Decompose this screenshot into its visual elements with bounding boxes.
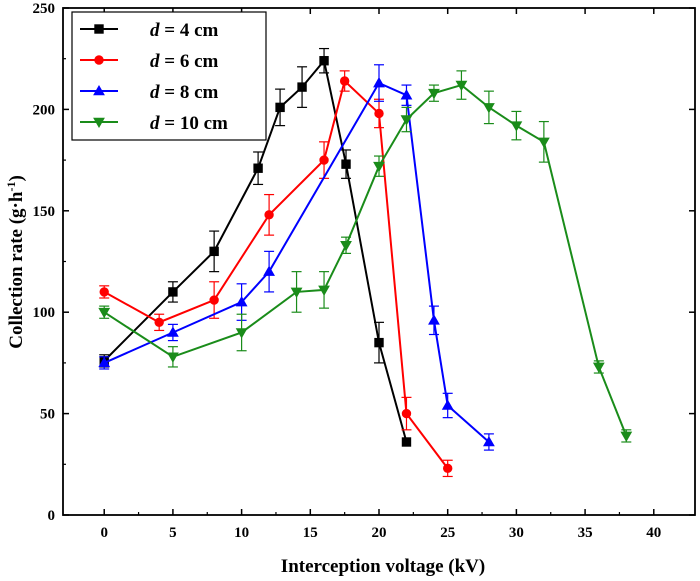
data-point	[537, 137, 550, 148]
data-point	[620, 431, 633, 442]
x-axis-title: Interception voltage (kV)	[281, 556, 485, 577]
data-point	[99, 287, 109, 297]
legend-label: d = 8 cm	[150, 82, 219, 103]
legend-item: d = 6 cm	[80, 51, 219, 72]
x-tick-label: 30	[509, 525, 524, 541]
data-point	[209, 246, 219, 257]
legend-label-value: = 6 cm	[160, 51, 219, 72]
data-point	[235, 328, 248, 339]
x-tick-label: 35	[578, 525, 593, 541]
series-layer	[98, 47, 633, 478]
y-axis-title-main: Collection rate (g·h	[6, 191, 27, 349]
series-2	[99, 70, 453, 478]
x-tick-label: 10	[234, 525, 249, 541]
data-point	[441, 399, 454, 410]
data-point	[319, 56, 329, 66]
data-point	[341, 159, 351, 169]
data-point	[339, 76, 350, 86]
legend-label-variable: d	[150, 20, 160, 41]
data-point	[98, 307, 111, 319]
data-point	[290, 287, 303, 298]
series-3	[98, 64, 495, 451]
data-point	[154, 317, 164, 328]
legend-label: d = 10 cm	[150, 113, 228, 134]
data-point	[400, 115, 413, 126]
legend-item: d = 10 cm	[80, 113, 228, 134]
legend-items: d = 4 cmd = 6 cmd = 8 cmd = 10 cm	[80, 20, 228, 134]
data-point	[318, 285, 330, 296]
data-point	[264, 210, 274, 220]
legend-label: d = 4 cm	[150, 20, 219, 41]
data-point	[374, 108, 384, 119]
x-tick-label: 25	[440, 525, 455, 541]
y-axis-title-close: )	[6, 175, 27, 181]
data-point	[167, 326, 179, 337]
legend-swatch-marker	[94, 24, 104, 34]
legend-label: d = 6 cm	[150, 51, 219, 72]
data-point	[483, 103, 495, 114]
data-point	[373, 161, 385, 173]
x-tick-label: 5	[169, 525, 177, 541]
data-point	[340, 240, 352, 252]
data-point	[400, 89, 413, 100]
legend-item: d = 4 cm	[80, 20, 219, 41]
data-point	[455, 80, 468, 92]
data-point	[98, 356, 111, 368]
data-point	[401, 408, 412, 419]
x-tick-label: 15	[303, 525, 318, 541]
legend-label-value: = 8 cm	[160, 82, 219, 103]
data-point	[483, 435, 495, 447]
data-point	[275, 102, 285, 113]
data-point	[263, 265, 275, 276]
legend-label-variable: d	[150, 51, 160, 72]
legend-label-value: = 10 cm	[160, 113, 229, 134]
data-point	[428, 314, 440, 325]
x-tick-label: 0	[100, 525, 108, 541]
data-point	[373, 76, 385, 88]
data-point	[510, 121, 523, 132]
y-axis-title-superscript: -1	[4, 182, 18, 192]
y-tick-label: 100	[33, 305, 56, 321]
data-point	[442, 463, 453, 474]
data-point	[428, 88, 440, 100]
legend-swatch-marker	[93, 84, 105, 96]
legend-swatch-marker	[93, 117, 105, 129]
data-point	[209, 295, 219, 305]
data-point	[592, 362, 605, 374]
data-point	[297, 82, 307, 92]
legend-label-value: = 4 cm	[160, 20, 219, 41]
data-point	[168, 287, 178, 297]
data-point	[253, 163, 263, 173]
legend-label-variable: d	[150, 82, 160, 103]
legend-item: d = 8 cm	[80, 82, 219, 103]
legend-swatch-marker	[94, 55, 104, 65]
data-point	[319, 155, 329, 165]
axis-ticks: 0 5 10 15 20 25 30 35 40 0 50 100 150 200 250	[33, 1, 695, 541]
x-tick-label: 20	[372, 525, 387, 541]
y-tick-label: 50	[40, 407, 55, 423]
legend-label-variable: d	[150, 113, 160, 134]
legend: d = 4 cmd = 6 cmd = 8 cmd = 10 cm	[71, 11, 267, 141]
data-point	[374, 337, 384, 348]
series-4	[98, 70, 633, 443]
y-tick-label: 250	[33, 1, 56, 17]
y-axis-title: Collection rate (g·h-1)	[4, 175, 27, 349]
y-tick-label: 0	[48, 508, 56, 524]
data-point	[235, 296, 248, 307]
series-line	[103, 58, 408, 443]
y-tick-label: 150	[33, 204, 56, 220]
data-point	[167, 352, 179, 363]
data-point	[401, 437, 412, 447]
y-tick-label: 200	[33, 102, 56, 118]
x-tick-label: 40	[646, 525, 661, 541]
